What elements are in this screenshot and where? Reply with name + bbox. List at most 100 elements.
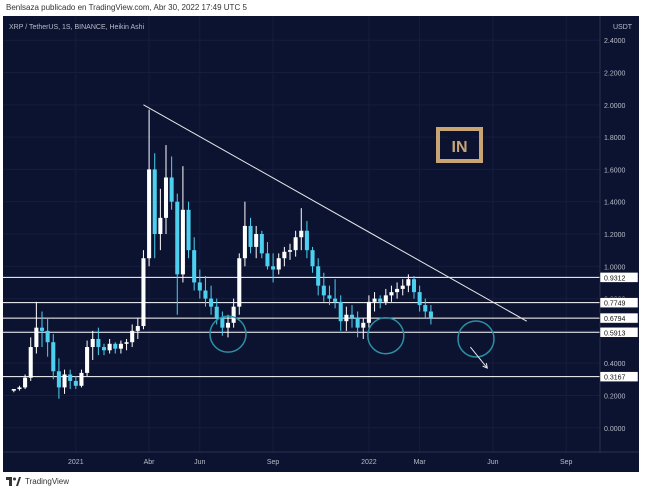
candle	[45, 317, 50, 357]
price-label-box	[599, 312, 639, 324]
candle-body	[423, 305, 428, 312]
candle	[34, 301, 39, 354]
candle	[135, 317, 140, 339]
candle-body	[175, 201, 180, 275]
candle	[310, 246, 315, 273]
candle	[39, 311, 45, 348]
price-label-text: 0.5913	[604, 330, 626, 337]
candle	[378, 295, 383, 309]
chart-frame[interactable]: IN XRP / TetherUS, 1S, BINANCE, Heikin A…	[3, 16, 639, 472]
candle	[400, 279, 405, 296]
candle	[259, 230, 264, 259]
candle	[231, 298, 236, 328]
candle-body	[113, 343, 118, 349]
candle	[51, 334, 56, 380]
candle	[113, 342, 118, 354]
candle-body	[406, 279, 411, 286]
price-label-text: 0.9312	[604, 275, 626, 282]
candle	[366, 295, 371, 328]
candle	[417, 285, 422, 312]
price-label-text: 0.7749	[604, 301, 626, 308]
candle	[411, 275, 417, 299]
candle	[254, 225, 259, 259]
candle	[56, 358, 61, 399]
price-label-box	[599, 297, 639, 308]
candle	[73, 376, 78, 390]
candle-body	[214, 306, 219, 318]
candle-body	[338, 301, 343, 322]
candle-body	[141, 258, 146, 327]
candle	[389, 285, 394, 302]
price-label-text: 0.3167	[604, 375, 626, 382]
candle	[423, 298, 428, 318]
candle-body	[45, 330, 50, 343]
candle-body	[101, 347, 107, 351]
candle-body	[293, 237, 298, 251]
candle	[242, 201, 247, 267]
candle	[23, 374, 28, 390]
y-tick-label: 1.8000	[604, 135, 626, 142]
candle-body	[259, 234, 264, 254]
candle	[96, 327, 101, 356]
candle	[225, 314, 231, 338]
candle-body	[276, 258, 281, 270]
candle-body	[17, 387, 22, 390]
y-tick-label: 1.0000	[604, 264, 626, 271]
candle	[428, 305, 433, 325]
time-axis[interactable]: 2021 Abr Jun Sep 2022 Mar Jun Sep	[68, 459, 572, 466]
price-chart[interactable]: IN XRP / TetherUS, 1S, BINANCE, Heikin A…	[3, 16, 639, 472]
candle	[321, 272, 326, 302]
candle	[209, 285, 214, 315]
y-tick-label: 0.0000	[604, 426, 626, 433]
descending-trendline	[143, 104, 527, 322]
y-tick-label: 1.2000	[604, 232, 626, 239]
candle-body	[304, 230, 309, 251]
y-tick-label: 1.6000	[604, 167, 626, 174]
y-tick-label: 2.2000	[604, 71, 626, 78]
candle-body	[355, 317, 360, 328]
candle-body	[62, 374, 67, 388]
candle	[79, 369, 84, 388]
x-tick-label: Sep	[560, 459, 573, 466]
candle-body	[254, 234, 259, 247]
candle	[271, 253, 276, 283]
candle-body	[220, 317, 225, 328]
candle-body	[158, 217, 163, 234]
price-label-box	[599, 272, 639, 283]
y-tick-label: 2.0000	[604, 103, 626, 110]
candle	[327, 285, 332, 306]
candle	[333, 279, 338, 309]
candle-body	[316, 266, 321, 286]
candle	[141, 250, 146, 330]
candle	[28, 337, 33, 381]
candle-body	[180, 209, 185, 275]
support-circle	[457, 320, 495, 358]
candle-body	[79, 372, 84, 386]
candle	[68, 369, 73, 390]
footer: TradingView	[6, 477, 69, 486]
price-label-box	[599, 371, 639, 382]
candle-body	[231, 306, 236, 323]
candle-body	[411, 279, 417, 293]
candle	[237, 253, 242, 315]
candle-body	[68, 374, 73, 381]
candle-body	[28, 347, 33, 378]
candle-body	[163, 177, 169, 218]
x-tick-label: Mar	[414, 459, 427, 466]
candle	[197, 269, 202, 299]
candle-body	[417, 292, 422, 306]
candle-body	[299, 230, 304, 238]
horizontal-levels	[3, 276, 600, 378]
candle-body	[51, 342, 56, 372]
candle	[355, 311, 360, 338]
candle-body	[39, 327, 45, 331]
candle	[186, 201, 191, 259]
x-tick-label: Abr	[144, 459, 156, 466]
y-tick-label: 0.4000	[604, 361, 626, 368]
brand-name: TradingView	[25, 477, 70, 486]
candle-body	[378, 298, 383, 302]
candle-body	[321, 285, 326, 296]
candle-body	[237, 258, 242, 307]
candle	[361, 317, 366, 339]
candle-body	[186, 209, 191, 251]
